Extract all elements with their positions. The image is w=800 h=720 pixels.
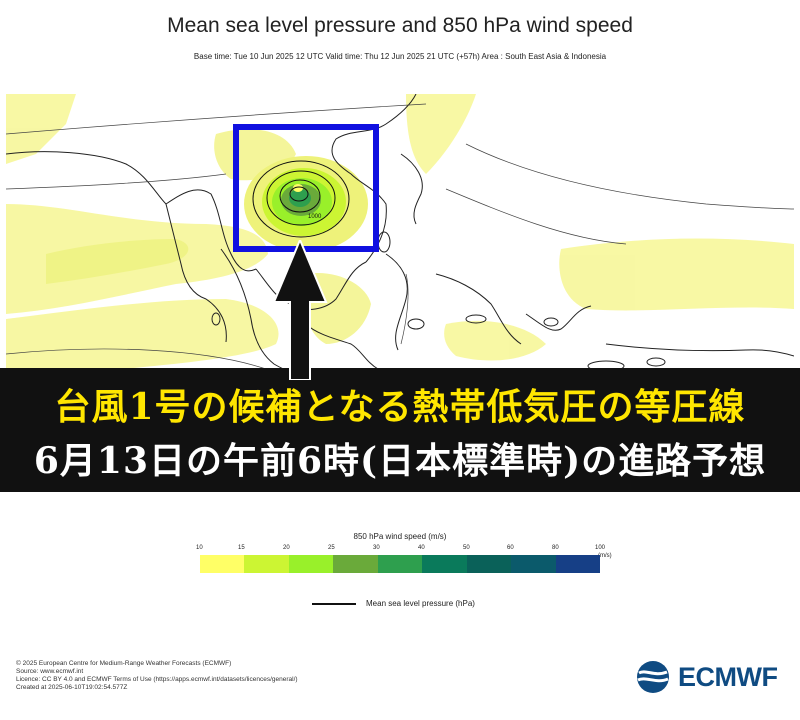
coastlines [6, 94, 794, 385]
credit-line: Licence: CC BY 4.0 and ECMWF Terms of Us… [16, 676, 298, 683]
legend-tick: 30 [373, 545, 380, 551]
colorbar-swatch [200, 555, 245, 573]
colorbar-swatch [377, 555, 423, 573]
legend-tick: 100 [595, 545, 606, 551]
credit-line: Source: www.ecmwf.int [16, 668, 84, 675]
pressure-legend-line [312, 603, 356, 605]
wind-shading [6, 94, 794, 379]
caption-banner: 台風1号の候補となる熱帯低気圧の等圧線 6月13日の午前6時(日本標準時)の進路… [0, 368, 800, 492]
credit-line: © 2025 European Centre for Medium-Range … [16, 660, 232, 667]
legend-ticks: 10 15 20 25 30 40 50 60 80 100 [196, 545, 616, 555]
chart-title: Mean sea level pressure and 850 hPa wind… [167, 14, 633, 37]
legend-tick: 50 [463, 545, 470, 551]
map-canvas: 1000 [6, 94, 794, 385]
legend-tick: 15 [238, 545, 245, 551]
chart-subtitle: Base time: Tue 10 Jun 2025 12 UTC Valid … [193, 52, 607, 61]
pointer-arrow [272, 240, 328, 380]
credits: © 2025 European Centre for Medium-Range … [16, 660, 298, 692]
isobar-label: 1000 [308, 214, 322, 220]
pressure-legend-label: Mean sea level pressure (hPa) [366, 599, 475, 608]
ecmwf-logo: ECMWF [636, 658, 786, 694]
weather-map: 1000 [6, 94, 794, 390]
legend-tick: 80 [552, 545, 559, 551]
colorbar-swatch [244, 555, 289, 573]
colorbar-swatch [466, 555, 512, 573]
islands [211, 231, 666, 372]
ecmwf-globe-icon [637, 661, 669, 693]
typhoon-wind-core [244, 156, 368, 252]
legend-tick: 10 [196, 545, 203, 551]
colorbar-swatch [333, 555, 378, 573]
credit-line: Created at 2025-06-10T19:02:54.577Z [16, 684, 128, 691]
highlight-box [233, 124, 379, 252]
legend-tick: 20 [283, 545, 290, 551]
legend-tick: 40 [418, 545, 425, 551]
colorbar-swatch [511, 555, 556, 573]
isobars [6, 103, 794, 380]
caption-line-1: 台風1号の候補となる熱帯低気圧の等圧線 [54, 386, 746, 428]
colorbar-swatch [555, 555, 600, 573]
legend-title: 850 hPa wind speed (m/s) [353, 532, 447, 541]
caption-line-2: 6月13日の午前6時(日本標準時)の進路予想 [33, 440, 767, 482]
colorbar-swatch [422, 555, 467, 573]
legend-tick: 25 [328, 545, 335, 551]
typhoon-isobars [252, 160, 350, 238]
ecmwf-logo-text: ECMWF [678, 662, 778, 692]
legend-tick: 60 [507, 545, 514, 551]
colorbar-swatch [288, 555, 334, 573]
legend-unit: (m/s) [598, 553, 612, 559]
wind-speed-colorbar [200, 555, 600, 573]
